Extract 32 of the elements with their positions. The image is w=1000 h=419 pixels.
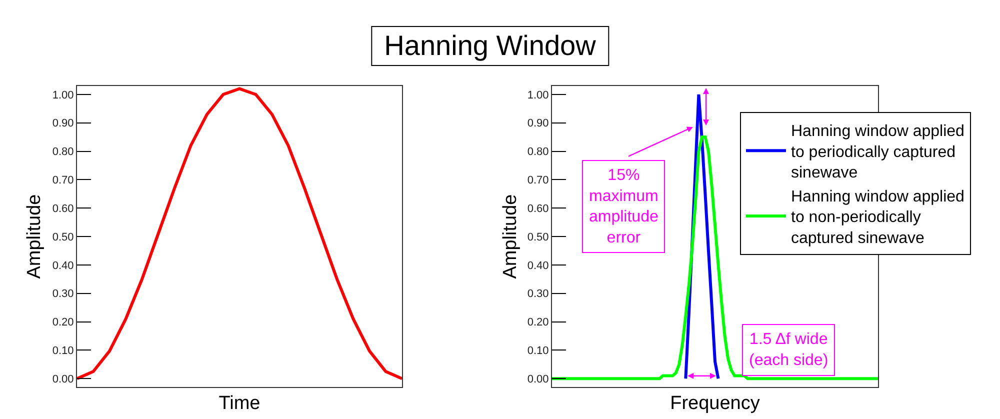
y-tick-label: 0.20 [52, 316, 74, 329]
y-tick-label: 0.90 [52, 118, 74, 130]
y-axis-title: Amplitude [24, 194, 46, 279]
y-tick-label: 0.20 [527, 316, 549, 329]
y-tick-label: 0.80 [52, 146, 74, 158]
y-tick-label: 0.70 [527, 174, 549, 187]
y-axis-title: Amplitude [500, 194, 521, 279]
y-tick-label: 0.70 [52, 174, 74, 187]
y-tick-label: 0.00 [52, 373, 74, 386]
x-axis-title: Time [218, 392, 260, 414]
x-axis-title: Frequency [670, 392, 760, 414]
y-tick-label: 0.10 [52, 345, 74, 358]
annotation: 15% maximum amplitude error [589, 167, 658, 246]
y-tick-label: 0.50 [52, 231, 74, 244]
y-tick-label: 0.60 [527, 202, 549, 215]
legend-label: Hanning window applied to periodically captured sinewave [791, 123, 964, 182]
y-tick-label: 0.40 [527, 260, 549, 272]
y-tick-label: 0.40 [52, 260, 74, 272]
text: Hanning Window [371, 26, 609, 66]
y-tick-label: 0.30 [527, 288, 549, 300]
line-series [77, 87, 402, 380]
y-tick-label: 1.00 [527, 89, 549, 102]
legend-label: Hanning window applied to non-periodically captured sinewave [791, 188, 964, 248]
y-tick-label: 1.00 [52, 89, 74, 102]
y-tick-label: 0.00 [527, 373, 549, 386]
y-tick-label: 0.60 [52, 202, 74, 215]
y-tick-label: 0.80 [527, 146, 549, 158]
y-tick-label: 0.10 [527, 345, 549, 358]
y-tick-label: 0.30 [52, 288, 74, 300]
y-tick-label: 0.50 [527, 231, 549, 244]
annotation: 1.5 Δf wide (each side) [749, 331, 828, 369]
y-tick-label: 0.90 [527, 118, 549, 130]
